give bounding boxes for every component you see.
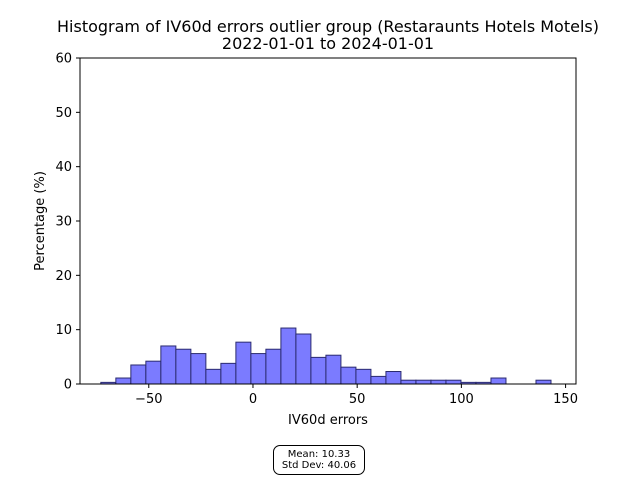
x-axis-label: IV60d errors bbox=[288, 413, 368, 428]
x-tick-label: 100 bbox=[449, 392, 474, 407]
histogram-bar bbox=[535, 379, 552, 385]
y-tick-label: 20 bbox=[55, 269, 72, 284]
stats-box: Mean: 10.33 Std Dev: 40.06 bbox=[273, 445, 365, 475]
mean-text: Mean: 10.33 bbox=[287, 449, 351, 460]
plot-frame bbox=[79, 57, 577, 385]
histogram-bar bbox=[310, 356, 327, 385]
y-tick-label: 0 bbox=[64, 378, 72, 393]
histogram-bar bbox=[235, 341, 252, 385]
y-axis-label: Percentage (%) bbox=[33, 171, 48, 271]
chart-title-line1: Histogram of IV60d errors outlier group … bbox=[57, 17, 599, 36]
histogram-bar bbox=[280, 327, 297, 385]
histogram-bar bbox=[115, 377, 132, 385]
histogram-bar bbox=[250, 353, 267, 385]
histogram-bar bbox=[160, 345, 177, 385]
histogram-bar bbox=[490, 377, 507, 385]
x-tick-label: 0 bbox=[249, 392, 257, 407]
histogram-bar bbox=[445, 379, 462, 385]
bars-group bbox=[100, 327, 552, 385]
x-ticks: −50 0 50 100 150 bbox=[135, 384, 578, 407]
std-dev-text: Std Dev: 40.06 bbox=[281, 460, 357, 471]
histogram-bar bbox=[265, 348, 282, 385]
y-ticks: 0 10 20 30 40 50 60 bbox=[55, 52, 80, 393]
y-tick-label: 40 bbox=[55, 160, 72, 175]
histogram-bar bbox=[340, 366, 357, 385]
histogram-bar bbox=[385, 371, 402, 385]
histogram-bar bbox=[175, 348, 192, 385]
x-tick-label: 50 bbox=[349, 392, 366, 407]
histogram-bar bbox=[400, 379, 417, 385]
histogram-bar bbox=[205, 368, 222, 385]
y-tick-label: 10 bbox=[55, 323, 72, 338]
histogram-bar bbox=[130, 364, 147, 385]
y-tick-label: 60 bbox=[55, 52, 72, 67]
histogram-bar bbox=[430, 379, 447, 385]
histogram-bar bbox=[325, 354, 342, 385]
histogram-bar bbox=[415, 379, 432, 385]
chart-title-line2: 2022-01-01 to 2024-01-01 bbox=[222, 34, 434, 53]
histogram-bar bbox=[370, 375, 387, 385]
histogram-bar bbox=[295, 333, 312, 385]
histogram-bar bbox=[190, 353, 207, 385]
y-tick-label: 50 bbox=[55, 106, 72, 121]
histogram-bar bbox=[145, 360, 162, 385]
histogram-bar bbox=[220, 362, 237, 385]
x-tick-label: 150 bbox=[553, 392, 578, 407]
x-tick-label: −50 bbox=[135, 392, 162, 407]
y-tick-label: 30 bbox=[55, 215, 72, 230]
histogram-bar bbox=[355, 368, 372, 385]
